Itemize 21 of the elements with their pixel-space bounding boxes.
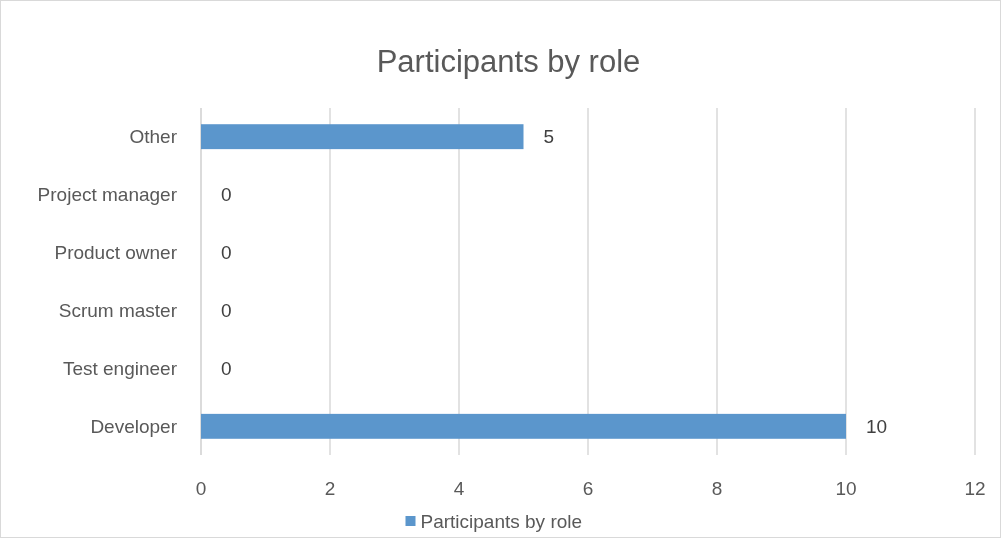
x-tick-label: 4: [453, 477, 465, 499]
x-tick-label: 8: [711, 477, 723, 499]
data-label: 10: [866, 415, 888, 437]
data-label: 0: [221, 300, 232, 322]
chart-title: Participants by role: [376, 44, 641, 79]
data-label: 5: [543, 126, 555, 148]
data-label: 0: [221, 184, 232, 206]
data-label: 0: [221, 242, 232, 264]
x-tick-label: 12: [964, 477, 986, 499]
y-tick-label: Scrum master: [58, 300, 178, 322]
legend-label: Participants by role: [420, 510, 583, 532]
y-tick-label: Other: [129, 126, 178, 148]
x-tick-label: 6: [582, 477, 594, 499]
y-tick-label: Test engineer: [62, 358, 178, 380]
x-tick-label: 10: [835, 477, 857, 499]
y-tick-label: Product owner: [54, 242, 178, 264]
x-tick-label: 2: [324, 477, 336, 499]
y-tick-label: Project manager: [37, 184, 178, 206]
y-tick-label: Developer: [90, 415, 178, 437]
x-tick-label: 0: [195, 477, 207, 499]
data-label: 0: [221, 358, 232, 380]
